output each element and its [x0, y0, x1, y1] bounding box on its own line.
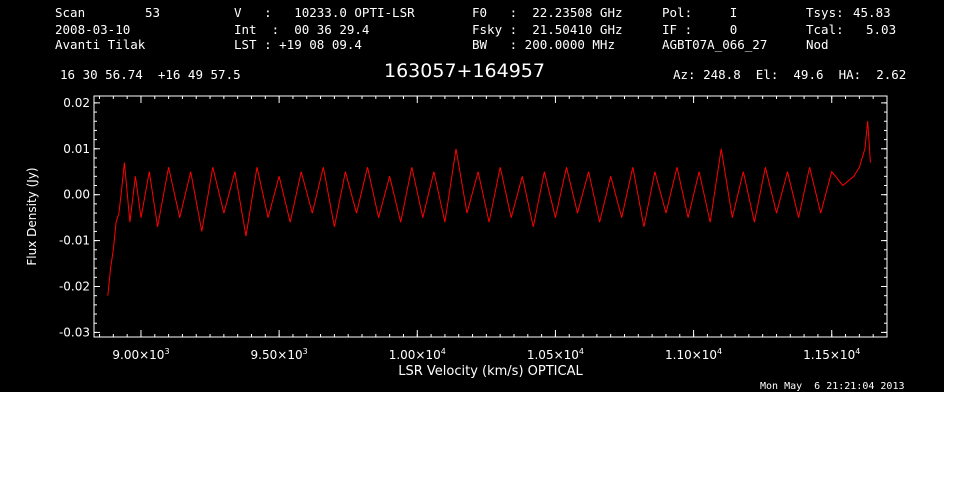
- spectrum-layer: [107, 121, 871, 296]
- sky-frequency: Fsky : 21.50410 GHz: [472, 22, 623, 37]
- plot-frame: [93, 95, 888, 338]
- polarization: Pol: I: [662, 5, 738, 20]
- y-tick-label: -0.02: [59, 280, 90, 294]
- y-tick-label: -0.01: [59, 234, 90, 248]
- x-tick-label: 1.10×104: [665, 347, 722, 362]
- lst-time: LST : +19 08 09.4: [234, 37, 362, 52]
- tcal-label: Tcal:: [806, 22, 844, 37]
- y-tick-label: -0.03: [59, 325, 90, 339]
- spectrum-line: [107, 121, 871, 296]
- project-id: AGBT07A_066_27: [662, 37, 768, 52]
- observation-date: 2008-03-10: [55, 22, 131, 37]
- rest-frequency: F0 : 22.23508 GHz: [472, 5, 623, 20]
- bandwidth: BW : 200.0000 MHz: [472, 37, 615, 52]
- pointing-info: Az: 248.8 El: 49.6 HA: 2.62: [673, 67, 907, 82]
- source-coordinates: 16 30 56.74 +16 49 57.5: [60, 67, 241, 82]
- source-name: 163057+164957: [384, 60, 545, 82]
- axis-ticks: 0.02 0.01 0.00 -0.01 -0.02 -0.03 9.00×103 9.50×…: [59, 96, 887, 362]
- tcal-value: 5.03: [866, 22, 897, 37]
- spectrum-plot-panel: Scan 53 2008-03-10 Avanti Tilak V : 1023…: [0, 0, 944, 392]
- y-tick-label: 0.00: [63, 188, 90, 202]
- scan-label: Scan: [55, 5, 86, 20]
- y-tick-label: 0.02: [63, 96, 90, 110]
- observer-name: Avanti Tilak: [55, 37, 146, 52]
- x-tick-label: 1.15×104: [803, 347, 860, 362]
- x-tick-label: 1.00×104: [389, 347, 446, 362]
- tsys-label: Tsys:: [806, 5, 844, 20]
- plot-timestamp: Mon May 6 21:21:04 2013: [760, 381, 905, 392]
- procedure-name: Nod: [806, 37, 829, 52]
- scan-value: 53: [145, 5, 161, 20]
- y-tick-label: 0.01: [63, 142, 90, 156]
- x-tick-label: 9.50×103: [251, 347, 308, 362]
- velocity-info: V : 10233.0 OPTI-LSR: [234, 5, 415, 20]
- x-tick-label: 1.05×104: [527, 347, 584, 362]
- x-axis-label: LSR Velocity (km/s) OPTICAL: [398, 364, 583, 379]
- if-number: IF : 0: [662, 22, 738, 37]
- y-axis-label: Flux Density (Jy): [25, 167, 39, 265]
- spectrum-chart: 0.02 0.01 0.00 -0.01 -0.02 -0.03 9.00×103 9.50×…: [25, 95, 888, 379]
- x-tick-label: 9.00×103: [112, 347, 169, 362]
- integration-time: Int : 00 36 29.4: [234, 22, 370, 37]
- tsys-value: 45.83: [853, 5, 891, 20]
